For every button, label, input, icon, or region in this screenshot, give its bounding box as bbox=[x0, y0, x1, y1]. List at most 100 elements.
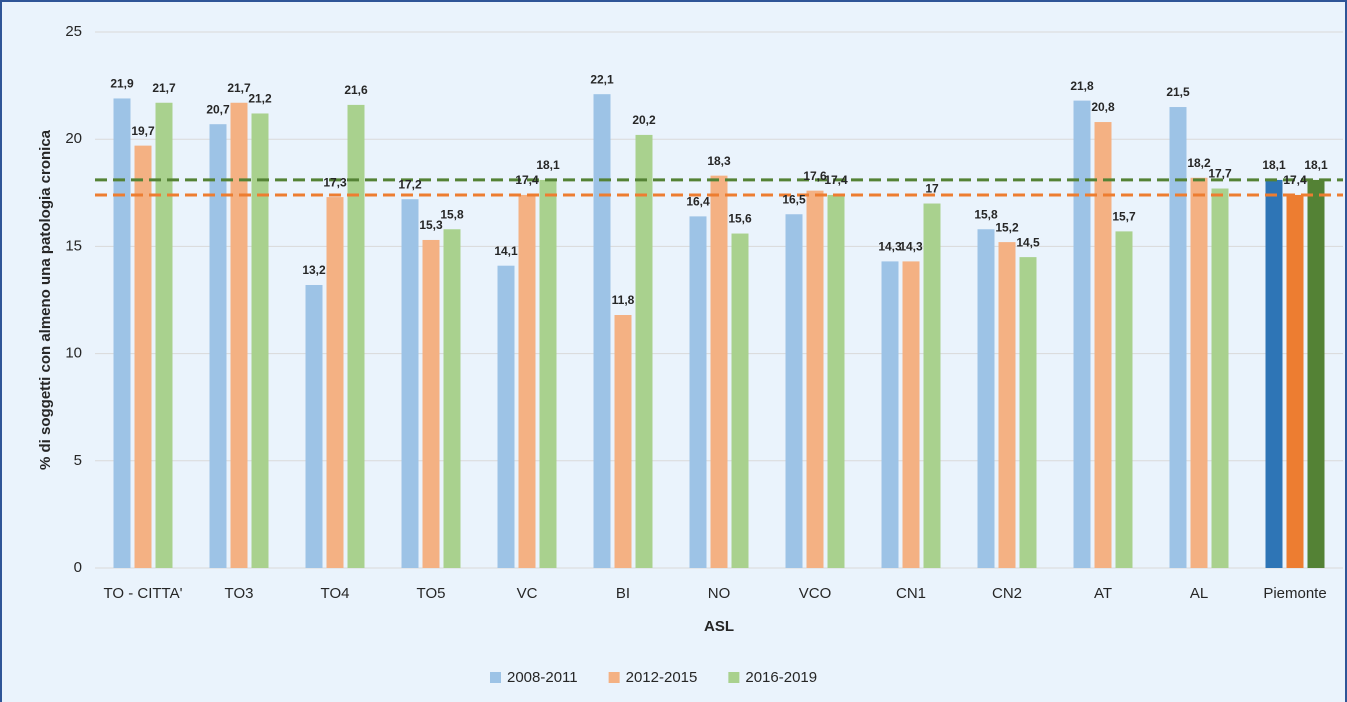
data-label: 17,7 bbox=[1208, 167, 1232, 181]
bar bbox=[923, 203, 941, 568]
data-label: 14,3 bbox=[899, 240, 923, 254]
y-tick-label: 15 bbox=[65, 237, 82, 254]
bar bbox=[710, 175, 728, 568]
x-tick-label: NO bbox=[708, 585, 731, 602]
data-label: 15,8 bbox=[974, 207, 998, 221]
data-label: 15,3 bbox=[419, 218, 443, 232]
data-label: 15,8 bbox=[440, 207, 464, 221]
data-label: 19,7 bbox=[131, 124, 155, 138]
bar bbox=[827, 194, 845, 568]
legend-label: 2012-2015 bbox=[626, 669, 698, 686]
data-label: 21,5 bbox=[1166, 85, 1190, 99]
data-label: 17,3 bbox=[323, 175, 347, 189]
bar bbox=[593, 94, 611, 569]
y-tick-label: 0 bbox=[74, 559, 82, 576]
data-label: 17,4 bbox=[824, 173, 848, 187]
bar bbox=[806, 190, 824, 568]
bar bbox=[1265, 179, 1283, 568]
bar bbox=[881, 261, 899, 568]
bar bbox=[998, 242, 1016, 568]
bar bbox=[251, 113, 269, 569]
data-label: 11,8 bbox=[612, 293, 635, 307]
data-label: 21,9 bbox=[110, 77, 134, 91]
legend-label: 2016-2019 bbox=[745, 669, 817, 686]
x-tick-label: AT bbox=[1094, 585, 1112, 602]
data-label: 17,2 bbox=[398, 177, 422, 191]
bar bbox=[422, 239, 440, 568]
y-tick-label: 20 bbox=[65, 130, 82, 147]
legend-swatch bbox=[608, 672, 620, 683]
bar bbox=[785, 214, 803, 569]
data-label: 21,7 bbox=[152, 81, 176, 95]
data-label: 16,5 bbox=[782, 192, 806, 206]
bar bbox=[635, 134, 653, 569]
y-tick-label: 10 bbox=[65, 345, 82, 362]
data-label: 15,6 bbox=[728, 212, 752, 226]
bar bbox=[305, 284, 323, 568]
bar bbox=[347, 104, 365, 568]
x-tick-label: VCO bbox=[799, 585, 832, 602]
data-label: 21,7 bbox=[227, 81, 251, 95]
y-tick-label: 25 bbox=[65, 23, 82, 40]
x-tick-label: TO3 bbox=[225, 585, 254, 602]
bar bbox=[1115, 231, 1133, 568]
x-tick-label: VC bbox=[517, 585, 538, 602]
bar bbox=[443, 229, 461, 569]
bar bbox=[401, 199, 419, 568]
x-tick-label: CN2 bbox=[992, 585, 1022, 602]
bar bbox=[689, 216, 707, 568]
data-label: 17,4 bbox=[515, 173, 539, 187]
data-label: 13,2 bbox=[302, 263, 326, 277]
bar bbox=[1286, 194, 1304, 568]
bar bbox=[326, 197, 344, 568]
data-label: 21,2 bbox=[248, 92, 272, 106]
bar bbox=[155, 102, 173, 568]
data-label: 20,2 bbox=[632, 113, 656, 127]
x-tick-label: CN1 bbox=[896, 585, 926, 602]
data-label: 15,2 bbox=[995, 220, 1019, 234]
data-label: 14,1 bbox=[494, 244, 518, 258]
data-label: 21,8 bbox=[1070, 79, 1094, 93]
y-tick-label: 5 bbox=[74, 452, 82, 469]
bar bbox=[902, 261, 920, 568]
data-label: 14,5 bbox=[1016, 235, 1040, 249]
data-label: 18,1 bbox=[536, 158, 560, 172]
data-label: 20,7 bbox=[206, 102, 230, 116]
x-tick-label: BI bbox=[616, 585, 630, 602]
data-label: 15,7 bbox=[1112, 210, 1136, 224]
data-label: 21,6 bbox=[344, 83, 368, 97]
bar bbox=[614, 315, 632, 568]
x-tick-label: AL bbox=[1190, 585, 1208, 602]
legend-label: 2008-2011 bbox=[507, 669, 578, 686]
bar bbox=[1307, 179, 1325, 568]
data-label: 16,4 bbox=[686, 195, 710, 209]
data-label: 18,1 bbox=[1262, 158, 1286, 172]
data-label: 17,6 bbox=[803, 169, 827, 183]
data-label: 22,1 bbox=[590, 72, 614, 86]
bar bbox=[209, 124, 227, 568]
bar bbox=[134, 145, 152, 568]
legend-swatch bbox=[490, 672, 501, 683]
bar bbox=[731, 233, 749, 568]
data-label: 17 bbox=[925, 182, 939, 196]
bar bbox=[977, 229, 995, 569]
bar bbox=[113, 98, 131, 569]
bar bbox=[1169, 107, 1187, 568]
bar bbox=[230, 102, 248, 568]
data-label: 18,1 bbox=[1304, 158, 1328, 172]
x-tick-label: TO5 bbox=[417, 585, 446, 602]
data-label: 17,4 bbox=[1283, 173, 1307, 187]
data-label: 18,3 bbox=[707, 154, 731, 168]
y-axis-title: % di soggetti con almeno una patologia c… bbox=[37, 129, 54, 470]
bar bbox=[1211, 188, 1229, 568]
x-tick-label: TO - CITTA' bbox=[104, 585, 183, 602]
bar bbox=[497, 265, 515, 568]
x-tick-label: Piemonte bbox=[1263, 585, 1326, 602]
data-label: 20,8 bbox=[1091, 100, 1115, 114]
x-axis-title: ASL bbox=[704, 618, 734, 635]
bar bbox=[1073, 100, 1091, 568]
bar bbox=[518, 194, 536, 568]
bar bbox=[1094, 122, 1112, 568]
